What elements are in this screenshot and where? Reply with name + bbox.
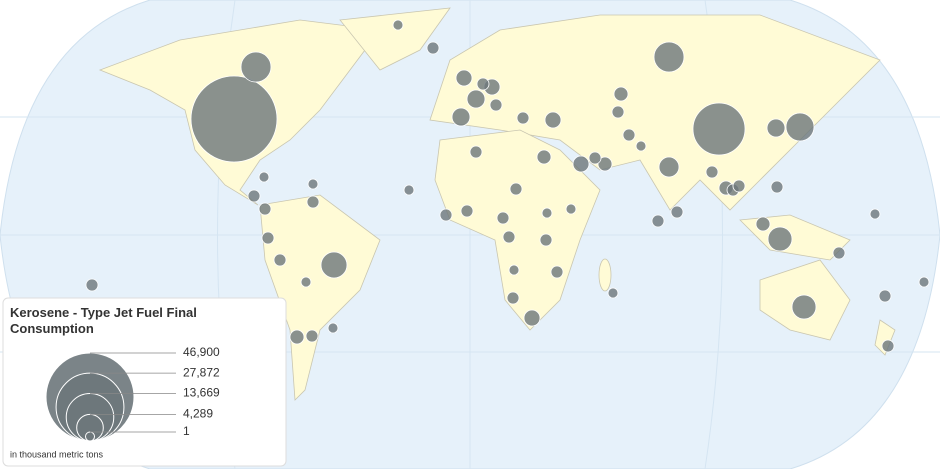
bubble (572, 155, 590, 173)
bubble (300, 276, 312, 288)
bubble (306, 195, 320, 209)
bubble (489, 98, 503, 112)
bubble (705, 165, 719, 179)
legend-title: Kerosene - Type Jet Fuel Final Consumpti… (10, 305, 197, 336)
bubble (451, 107, 471, 127)
bubble (539, 233, 553, 247)
bubble (878, 289, 892, 303)
bubble (613, 86, 629, 102)
bubble (240, 51, 272, 83)
bubble (692, 102, 746, 156)
bubble (258, 171, 270, 183)
bubble (918, 276, 930, 288)
bubble (653, 41, 685, 73)
bubble (523, 309, 541, 327)
bubble (509, 182, 523, 196)
bubble (273, 253, 287, 267)
bubble (502, 230, 516, 244)
legend-label: 4,289 (183, 407, 213, 421)
bubble (536, 149, 552, 165)
bubble (869, 208, 881, 220)
legend-label: 27,872 (183, 365, 220, 379)
bubble (258, 202, 272, 216)
bubble (670, 205, 684, 219)
bubble (651, 214, 665, 228)
bubble (544, 111, 562, 129)
bubble (469, 145, 483, 159)
legend-label: 46,900 (183, 345, 220, 359)
bubble (597, 156, 613, 172)
bubble (658, 156, 680, 178)
legend-label: 1 (183, 424, 190, 438)
bubble (190, 75, 278, 163)
bubble (289, 329, 305, 345)
bubble (550, 265, 564, 279)
bubble (785, 112, 815, 142)
bubble (622, 128, 636, 142)
bubble (327, 322, 339, 334)
bubbles (85, 19, 930, 353)
bubble (392, 19, 404, 31)
bubble (307, 178, 319, 190)
bubble (832, 246, 846, 260)
bubble (476, 77, 490, 91)
bubble (635, 140, 647, 152)
bubble (766, 118, 786, 138)
bubble (881, 339, 895, 353)
bubble (85, 278, 99, 292)
bubble (496, 211, 510, 225)
bubble (607, 287, 619, 299)
bubble (732, 179, 746, 193)
bubble (770, 180, 784, 194)
size-unit: in thousand metric tons (10, 449, 104, 459)
legend-circle (85, 431, 95, 442)
bubble (506, 291, 520, 305)
bubble (261, 231, 275, 245)
legend-label: 13,669 (183, 386, 220, 400)
legend: 46,900 27,872 13,669 4,289 1 (45, 345, 220, 442)
bubble (611, 105, 625, 119)
bubble (247, 189, 261, 203)
bubble (541, 207, 553, 219)
bubble (767, 226, 793, 252)
bubble (755, 216, 771, 232)
bubble (426, 41, 440, 55)
bubble (791, 294, 817, 320)
bubble (403, 184, 415, 196)
bubble (305, 329, 319, 343)
bubble (565, 203, 577, 215)
bubble (320, 251, 348, 279)
bubble (588, 151, 602, 165)
bubble (455, 69, 473, 87)
bubble (439, 208, 453, 222)
bubble (508, 264, 520, 276)
bubble (466, 89, 486, 109)
bubble (460, 204, 474, 218)
bubble (516, 111, 530, 125)
